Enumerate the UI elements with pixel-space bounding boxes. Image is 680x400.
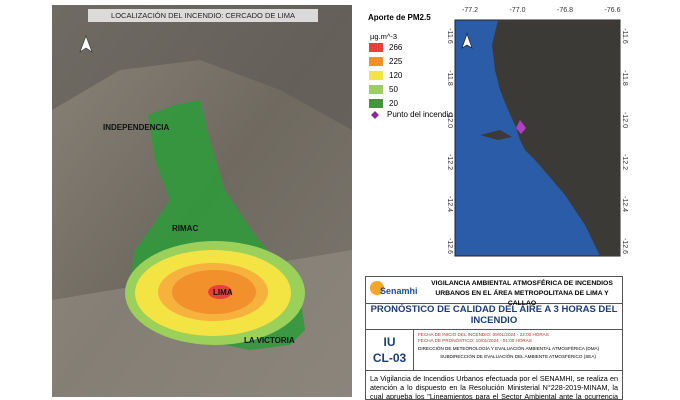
document: Senamhi VIGILANCIA AMBIENTAL ATMOSFÉRICA… xyxy=(365,276,623,400)
lat-tick: -11.8 xyxy=(621,70,628,86)
lat-tick: -11.6 xyxy=(446,28,453,44)
place-label: LA VICTORIA xyxy=(244,336,295,345)
legend-value: 20 xyxy=(389,99,398,108)
legend-value: 225 xyxy=(389,57,403,66)
legend-value: 50 xyxy=(389,85,398,94)
doc-info: FECHA DE INICIO DEL INCENDIO: 09/01/2024… xyxy=(418,332,618,360)
legend-swatch xyxy=(369,57,383,66)
legend-label: Punto del incendio xyxy=(387,110,453,119)
legend: 266 225 120 50 20 Punto del incendio xyxy=(369,43,453,119)
lon-tick: -76.8 xyxy=(557,7,573,14)
legend-unit: µg.m^-3 xyxy=(370,32,397,41)
logo: Senamhi xyxy=(380,286,418,296)
lat-tick: -12.6 xyxy=(446,238,453,254)
doc-header: Senamhi VIGILANCIA AMBIENTAL ATMOSFÉRICA… xyxy=(366,277,622,307)
lon-tick: -76.6 xyxy=(605,7,621,14)
lat-tick: -12.4 xyxy=(621,196,628,212)
legend-swatch xyxy=(369,71,383,80)
legend-value: 266 xyxy=(389,43,403,52)
north-arrow xyxy=(461,33,473,49)
legend-swatch xyxy=(369,99,383,108)
lat-tick: -12.6 xyxy=(621,238,628,254)
place-label: INDEPENDENCIA xyxy=(103,123,169,132)
code: IU xyxy=(383,335,396,349)
fire-marker xyxy=(371,111,379,119)
island xyxy=(480,130,512,140)
place-label: RIMAC xyxy=(172,224,198,233)
lat-tick: -11.8 xyxy=(446,70,453,86)
place-labels: INDEPENDENCIA RIMAC LIMA LA VICTORIA xyxy=(103,123,295,345)
subdirection: SUBDIRECCIÓN DE EVALUACIÓN DEL AMBIENTE … xyxy=(440,354,596,359)
doc-title: PRONÓSTICO DE CALIDAD DEL AIRE A 3 HORAS… xyxy=(366,304,622,330)
map-ticks: -77.2 -77.0 -76.8 -76.6 -11.6 -11.6 -11.8 -11.8… xyxy=(446,7,628,254)
header: VIGILANCIA AMBIENTAL ATMOSFÉRICA DE INCE… xyxy=(431,280,613,307)
lat-tick: -12.0 xyxy=(446,112,453,128)
code: CL-03 xyxy=(372,351,407,365)
lat-tick: -12.0 xyxy=(621,112,628,128)
land xyxy=(492,20,620,256)
fire-point xyxy=(516,120,526,134)
legend-swatch xyxy=(369,85,383,94)
logo-sun xyxy=(370,281,384,295)
lat-tick: -11.6 xyxy=(621,28,628,44)
lat-tick: -12.2 xyxy=(621,154,628,170)
legend-title: Aporte de PM2.5 xyxy=(368,13,431,22)
place-label: LIMA xyxy=(213,288,233,297)
lat-tick: -12.4 xyxy=(446,196,453,212)
lon-tick: -77.0 xyxy=(510,7,526,14)
north-arrow xyxy=(79,35,93,53)
legend-swatch xyxy=(369,43,383,52)
map-title: LOCALIZACIÓN DEL INCENDIO: CERCADO DE LI… xyxy=(111,11,295,20)
code-box: IU CL-03 xyxy=(366,330,414,370)
mountains xyxy=(52,5,352,130)
plume-266 xyxy=(208,285,232,299)
lon-tick: -77.2 xyxy=(462,7,478,14)
forecast-date: FECHA DE PRONÓSTICO: 10/01/2024 - 01:00 … xyxy=(418,338,532,343)
legend-value: 120 xyxy=(389,71,403,80)
direction: DIRECCIÓN DE METEOROLOGÍA Y EVALUACIÓN A… xyxy=(418,346,600,351)
title-bar xyxy=(88,9,318,22)
body-text: La Vigilancia de Incendios Urbanos efect… xyxy=(366,370,622,399)
lat-tick: -12.2 xyxy=(446,154,453,170)
start-date: FECHA DE INICIO DEL INCENDIO: 09/01/2024… xyxy=(418,332,549,337)
